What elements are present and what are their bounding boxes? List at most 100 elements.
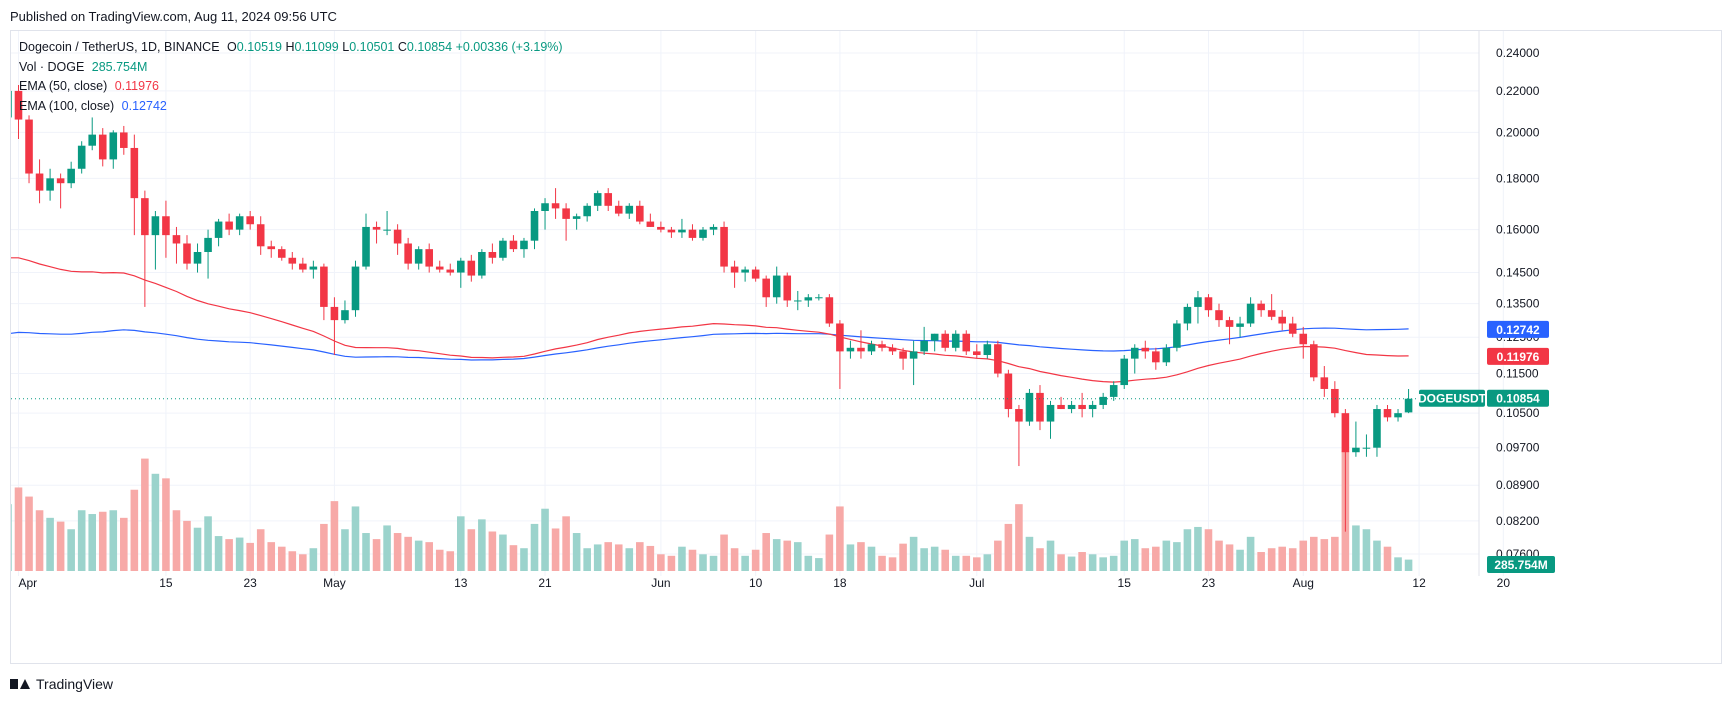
price-value-label-bg [1487,389,1549,407]
volume-bar [11,504,12,571]
volume-bar [341,529,349,571]
candle-body [1162,347,1171,363]
candle-body [962,333,971,352]
candle-body [1204,297,1213,311]
volume-bar [983,554,992,571]
candlestick-chart[interactable]: 0.24000 0.22000 0.20000 0.18000 0.16000 0.145… [11,31,1723,665]
legend-symbol[interactable]: Dogecoin / TetherUS, 1D, BINANCE [19,40,220,54]
ema50-axis-label: 0.11976 [1497,350,1540,364]
volume-bar [1183,529,1192,571]
volume-bar [920,548,928,571]
candle-body [1099,396,1107,405]
candle-body [1257,303,1265,311]
price-symbol-label-bg [1419,389,1485,407]
candle-body [930,333,939,341]
volume-bar [425,542,433,571]
candle-body [183,243,191,264]
x-tick-label: 23 [1202,576,1216,590]
volume-bar [1373,540,1381,571]
candle-body [320,266,328,307]
candle-body [636,205,644,222]
candle-body [383,229,391,231]
volume-bar [151,473,160,571]
candle-body [130,147,139,199]
candle-body [888,347,897,352]
candle-body [330,306,339,321]
candle-body [520,240,528,250]
volume-bar [1320,539,1329,571]
legend-symbol-row[interactable]: Dogecoin / TetherUS, 1D, BINANCE O0.1051… [19,38,563,58]
volume-bar [1141,548,1150,571]
candle-body [1278,316,1286,324]
volume-axis-label-bg [1487,556,1555,573]
volume-bar [1130,539,1139,571]
candle-body [1331,388,1339,414]
volume-bar [1299,540,1308,571]
volume-bar [1215,540,1223,571]
candle-body [551,203,560,209]
y-tick-label: 0.11500 [1496,367,1539,381]
candle-body [857,347,865,352]
volume-bar [256,529,265,571]
legend-ema100-row[interactable]: EMA (100, close) 0.12742 [19,97,563,117]
candle-body [46,178,54,191]
volume-bar [1057,554,1065,571]
volume-bar [393,533,402,571]
volume-bar [1036,548,1044,571]
candle-body [562,208,570,219]
legend-ema50-row[interactable]: EMA (50, close) 0.11976 [19,77,563,97]
candle-body [1130,347,1139,359]
volume-bar [435,549,444,571]
chart-frame[interactable]: 0.24000 0.22000 0.20000 0.18000 0.16000 0.145… [10,30,1722,664]
legend-ema100-value: 0.12742 [121,98,167,113]
candle-body [951,333,960,348]
ema100-line [11,327,1409,361]
volume-bar [783,540,792,571]
volume-bar [909,536,918,571]
volume-bar [804,555,813,571]
volume-bar [762,533,770,571]
volume-bar [1236,549,1244,571]
volume-bar [446,551,455,571]
volume-bar [1404,559,1413,571]
candle-body [772,275,781,298]
y-tick-label: 0.14500 [1496,266,1540,280]
legend-volume-row[interactable]: Vol · DOGE 285.754M [19,58,563,78]
volume-bar [183,520,191,571]
candle-body [1183,306,1192,324]
volume-bar [499,534,507,571]
volume-bar [962,555,971,571]
candle-body [1025,392,1034,422]
volume-bar [583,548,591,571]
candle-body [309,266,318,270]
candle-body [604,193,613,206]
candle-body [730,266,739,273]
candle-body [846,347,855,352]
candle-body [657,226,665,230]
candle-body [246,216,254,225]
candle-body [109,132,118,160]
candle-body [1004,373,1013,410]
candle-body [1078,404,1086,410]
volume-bar [383,525,391,571]
candle-body [572,216,581,219]
candle-body [1057,404,1065,410]
candle-body [867,344,876,352]
candle-body [1288,323,1297,334]
candle-body [341,310,349,321]
candle-body [625,205,634,214]
candle-body [899,351,907,359]
candle-body [1120,358,1129,386]
candle-body [141,198,149,236]
candle-body [667,229,676,233]
x-tick-label: 13 [454,576,468,590]
volume-bar [1162,540,1171,571]
candle-body [1067,404,1076,410]
x-tick-label: 12 [1412,576,1426,590]
footer[interactable]: TradingView [10,676,113,692]
candle-body [414,249,423,264]
candle-body [172,235,181,244]
candle-body [530,211,539,241]
volume-bar [1352,525,1360,571]
candle-body [98,134,107,160]
